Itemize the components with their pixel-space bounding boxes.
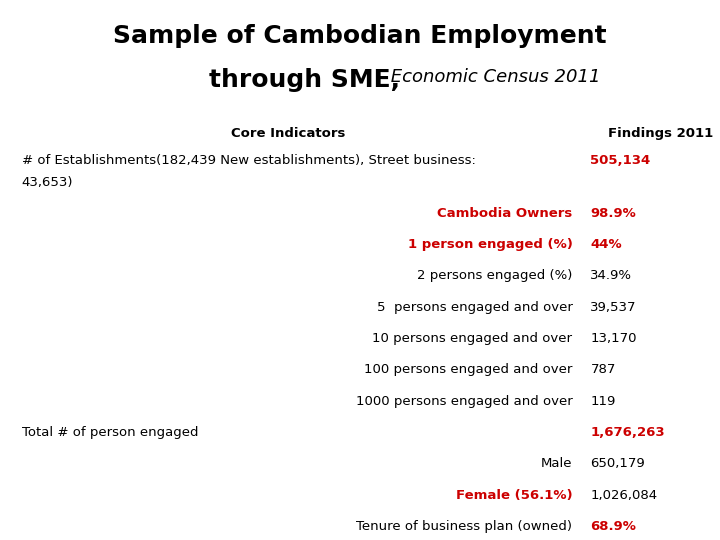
Text: 787: 787: [590, 363, 616, 376]
Text: Male: Male: [541, 457, 572, 470]
Text: 119: 119: [590, 395, 616, 408]
Text: 5  persons engaged and over: 5 persons engaged and over: [377, 301, 572, 314]
Text: 1,026,084: 1,026,084: [590, 489, 657, 502]
Text: Core Indicators: Core Indicators: [231, 127, 345, 140]
Text: 98.9%: 98.9%: [590, 207, 636, 220]
Text: through SME,: through SME,: [209, 68, 400, 91]
Text: 100 persons engaged and over: 100 persons engaged and over: [364, 363, 572, 376]
Text: 43,653): 43,653): [22, 177, 73, 190]
Text: 13,170: 13,170: [590, 332, 637, 345]
Text: 2 persons engaged (%): 2 persons engaged (%): [417, 269, 572, 282]
Text: 44%: 44%: [590, 238, 622, 251]
Text: # of Establishments(182,439 New establishments), Street business:: # of Establishments(182,439 New establis…: [22, 154, 475, 167]
Text: 68.9%: 68.9%: [590, 520, 636, 533]
Text: Female (56.1%): Female (56.1%): [456, 489, 572, 502]
Text: 1000 persons engaged and over: 1000 persons engaged and over: [356, 395, 572, 408]
Text: Economic Census 2011: Economic Census 2011: [385, 68, 600, 85]
Text: Total # of person engaged: Total # of person engaged: [22, 426, 198, 439]
Text: 39,537: 39,537: [590, 301, 637, 314]
Text: 650,179: 650,179: [590, 457, 645, 470]
Text: Findings 2011: Findings 2011: [608, 127, 713, 140]
Text: 1 person engaged (%): 1 person engaged (%): [408, 238, 572, 251]
Text: Tenure of business plan (owned): Tenure of business plan (owned): [356, 520, 572, 533]
Text: 1,676,263: 1,676,263: [590, 426, 665, 439]
Text: Cambodia Owners: Cambodia Owners: [437, 207, 572, 220]
Text: 34.9%: 34.9%: [590, 269, 632, 282]
Text: Sample of Cambodian Employment: Sample of Cambodian Employment: [113, 24, 607, 48]
Text: 10 persons engaged and over: 10 persons engaged and over: [372, 332, 572, 345]
Text: 505,134: 505,134: [590, 154, 651, 167]
